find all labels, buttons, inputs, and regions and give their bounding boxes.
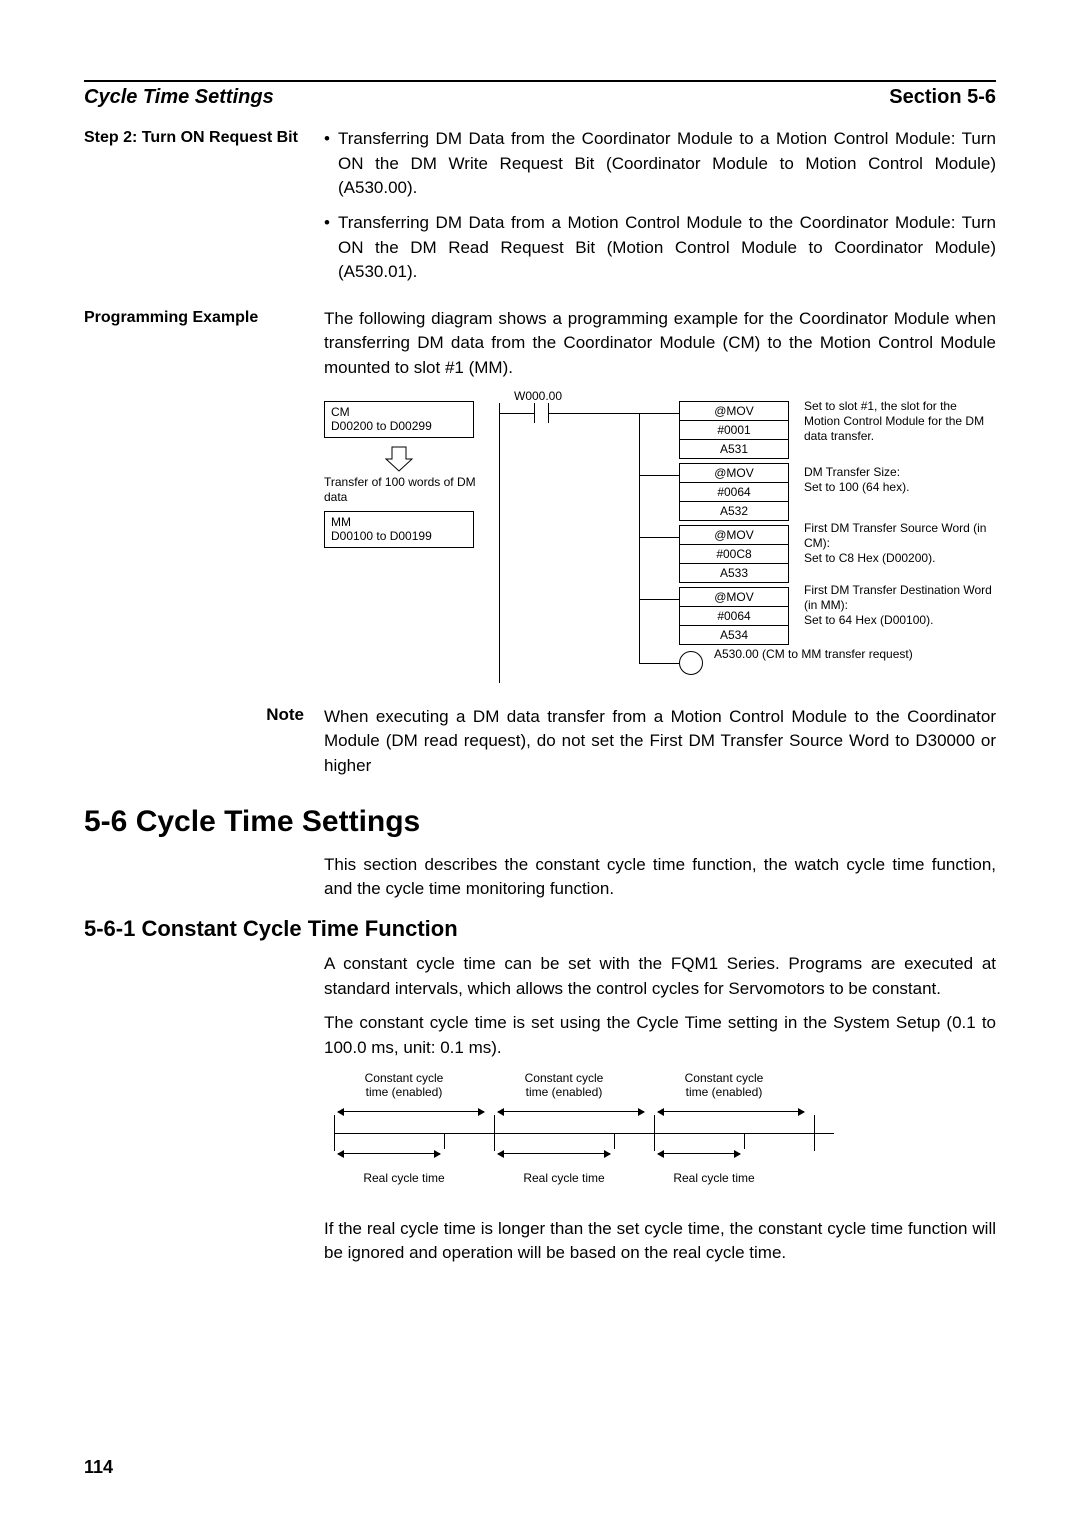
bullet-mark: •: [324, 211, 338, 285]
mov-op: @MOV: [680, 402, 788, 421]
mov-block-1: @MOV #0001 A531: [679, 401, 789, 459]
section-5-6-1-p2: The constant cycle time is set using the…: [324, 1011, 996, 1060]
step2-body: • Transferring DM Data from the Coordina…: [324, 127, 996, 295]
cyc-top-label-2: Constant cycle time (enabled): [494, 1071, 634, 1100]
cyc-bot-label-1: Real cycle time: [334, 1171, 474, 1185]
page-number: 114: [84, 1457, 113, 1478]
progex-block: Programming Example The following diagra…: [84, 307, 996, 381]
mov-b: A532: [680, 502, 788, 520]
note-block: Note When executing a DM data transfer f…: [244, 705, 996, 779]
cyc-bot-label-3: Real cycle time: [644, 1171, 784, 1185]
cm-box: CM D00200 to D00299: [324, 401, 474, 438]
cyc-bot-label-2: Real cycle time: [494, 1171, 634, 1185]
cyc-tick: [334, 1115, 335, 1151]
section-5-6-1-p1: A constant cycle time can be set with th…: [324, 952, 996, 1001]
section-5-6-1-p3: If the real cycle time is longer than th…: [324, 1217, 996, 1266]
mov-annot-4: First DM Transfer Destination Word (in M…: [804, 583, 994, 628]
header-right: Section 5-6: [889, 86, 996, 109]
ladder-rail: [499, 403, 500, 683]
cyc-bot-arrow: [658, 1153, 740, 1154]
cyc-baseline: [334, 1133, 834, 1134]
mov-block-2: @MOV #0064 A532: [679, 463, 789, 521]
step2-label: Step 2: Turn ON Request Bit: [84, 127, 324, 295]
mov-a: #00C8: [680, 545, 788, 564]
mov-annot-1: Set to slot #1, the slot for the Motion …: [804, 399, 994, 444]
transfer-text: Transfer of 100 words of DM data: [324, 475, 484, 505]
cyc-top-arrow: [658, 1111, 804, 1112]
w-label: W000.00: [514, 389, 562, 403]
mov-block-4: @MOV #0064 A534: [679, 587, 789, 645]
bullet-item: • Transferring DM Data from a Motion Con…: [324, 211, 996, 285]
mov-annot-3: First DM Transfer Source Word (in CM): S…: [804, 521, 994, 566]
cyc-subtick: [614, 1133, 615, 1149]
output-coil-icon: [679, 651, 703, 675]
note-label: Note: [244, 705, 324, 779]
cycle-time-diagram: Constant cycle time (enabled) Constant c…: [324, 1071, 844, 1201]
cyc-tick: [654, 1115, 655, 1151]
cyc-tick: [814, 1115, 815, 1151]
progex-text: The following diagram shows a programmin…: [324, 307, 996, 381]
mov-a: #0064: [680, 483, 788, 502]
cm-label: CM: [331, 405, 467, 419]
rung: [639, 599, 679, 600]
mov-a: #0001: [680, 421, 788, 440]
page-header: Cycle Time Settings Section 5-6: [84, 86, 996, 109]
section-5-6-intro: This section describes the constant cycl…: [324, 853, 996, 902]
coil-text: A530.00 (CM to MM transfer request): [714, 647, 914, 662]
ladder-branch: [639, 413, 640, 663]
section-5-6-heading: 5-6 Cycle Time Settings: [84, 805, 996, 839]
mov-b: A534: [680, 626, 788, 644]
header-rule: [84, 80, 996, 82]
bullet-item: • Transferring DM Data from the Coordina…: [324, 127, 996, 201]
cyc-top-arrow: [338, 1111, 484, 1112]
mov-block-3: @MOV #00C8 A533: [679, 525, 789, 583]
down-arrow-icon: [384, 445, 414, 476]
mov-annot-2: DM Transfer Size: Set to 100 (64 hex).: [804, 465, 994, 495]
step2-block: Step 2: Turn ON Request Bit • Transferri…: [84, 127, 996, 295]
mm-range: D00100 to D00199: [331, 529, 467, 543]
bullet-text: Transferring DM Data from a Motion Contr…: [338, 211, 996, 285]
mm-label: MM: [331, 515, 467, 529]
note-text: When executing a DM data transfer from a…: [324, 705, 996, 779]
header-left: Cycle Time Settings: [84, 86, 274, 109]
cm-range: D00200 to D00299: [331, 419, 467, 433]
rung: [639, 663, 679, 664]
mov-op: @MOV: [680, 588, 788, 607]
mov-a: #0064: [680, 607, 788, 626]
rung: [639, 413, 679, 414]
rung: [639, 475, 679, 476]
cyc-top-arrow: [498, 1111, 644, 1112]
cyc-subtick: [744, 1133, 745, 1149]
mov-op: @MOV: [680, 464, 788, 483]
cyc-top-label-3: Constant cycle time (enabled): [654, 1071, 794, 1100]
cyc-bot-arrow: [338, 1153, 440, 1154]
cyc-tick: [494, 1115, 495, 1151]
bullet-mark: •: [324, 127, 338, 201]
cyc-bot-arrow: [498, 1153, 610, 1154]
cyc-subtick: [444, 1133, 445, 1149]
mov-b: A533: [680, 564, 788, 582]
mm-box: MM D00100 to D00199: [324, 511, 474, 548]
rung: [639, 537, 679, 538]
cyc-top-label-1: Constant cycle time (enabled): [334, 1071, 474, 1100]
mov-op: @MOV: [680, 526, 788, 545]
ladder-diagram: CM D00200 to D00299 Transfer of 100 word…: [324, 393, 996, 693]
ladder-contact: [534, 403, 560, 423]
section-5-6-1-heading: 5-6-1 Constant Cycle Time Function: [84, 916, 996, 942]
progex-label: Programming Example: [84, 307, 324, 381]
bullet-text: Transferring DM Data from the Coordinato…: [338, 127, 996, 201]
mov-b: A531: [680, 440, 788, 458]
